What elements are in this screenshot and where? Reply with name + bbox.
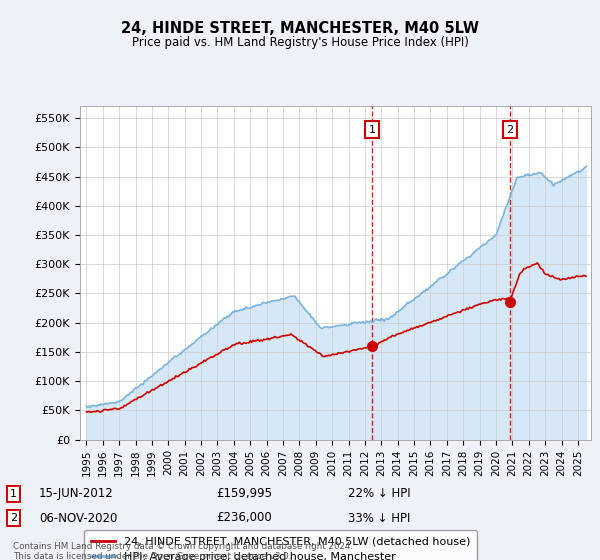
Text: Price paid vs. HM Land Registry's House Price Index (HPI): Price paid vs. HM Land Registry's House …: [131, 36, 469, 49]
Text: £159,995: £159,995: [216, 487, 272, 501]
Text: 2: 2: [506, 125, 513, 135]
Text: 24, HINDE STREET, MANCHESTER, M40 5LW: 24, HINDE STREET, MANCHESTER, M40 5LW: [121, 21, 479, 36]
Text: 06-NOV-2020: 06-NOV-2020: [39, 511, 118, 525]
Text: Contains HM Land Registry data © Crown copyright and database right 2024.
This d: Contains HM Land Registry data © Crown c…: [13, 542, 353, 560]
Text: 15-JUN-2012: 15-JUN-2012: [39, 487, 114, 501]
Text: 1: 1: [10, 489, 17, 499]
Legend: 24, HINDE STREET, MANCHESTER, M40 5LW (detached house), HPI: Average price, deta: 24, HINDE STREET, MANCHESTER, M40 5LW (d…: [85, 530, 478, 560]
Text: 22% ↓ HPI: 22% ↓ HPI: [348, 487, 410, 501]
Text: 33% ↓ HPI: 33% ↓ HPI: [348, 511, 410, 525]
Text: £236,000: £236,000: [216, 511, 272, 525]
Text: 1: 1: [369, 125, 376, 135]
Text: 2: 2: [10, 513, 17, 523]
